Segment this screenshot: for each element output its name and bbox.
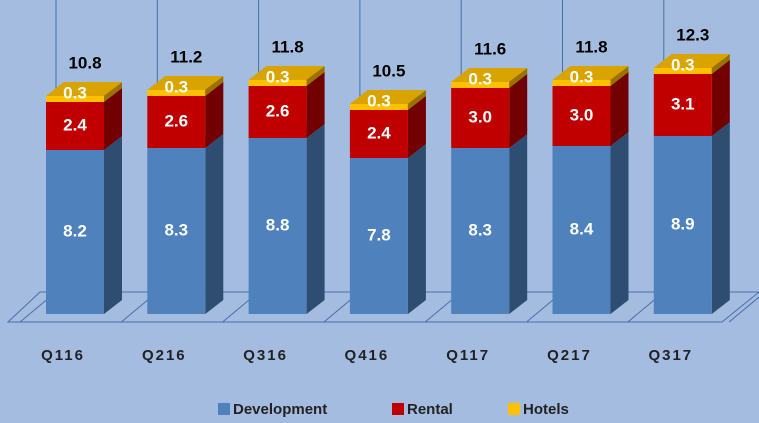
floor-plane [6, 291, 759, 323]
bar-side [104, 136, 122, 314]
bar-side [104, 82, 122, 102]
bar [147, 96, 206, 148]
data-label: 8.3 [164, 220, 188, 239]
bar-side [509, 68, 528, 88]
total-label: 11.6 [474, 39, 506, 58]
bar-top [653, 54, 730, 68]
bar [349, 110, 408, 158]
bar-side [407, 144, 426, 314]
bar [248, 86, 307, 138]
bar [46, 102, 104, 150]
bar-top [248, 66, 325, 80]
bar-side [711, 122, 730, 314]
bar-side [509, 74, 528, 148]
bar-side [407, 96, 426, 158]
data-label: 8.9 [671, 214, 695, 233]
data-label: 2.4 [63, 115, 87, 134]
bar [147, 90, 206, 96]
bar-side [610, 132, 629, 314]
bar-top [147, 76, 224, 90]
bar-side [205, 82, 224, 148]
bar [552, 146, 611, 314]
bar [349, 158, 408, 314]
bar [349, 104, 408, 110]
bar-top [46, 82, 122, 96]
legend-swatch [392, 403, 404, 415]
data-label: 0.3 [570, 67, 594, 86]
bar [46, 150, 104, 314]
bar-side [104, 88, 122, 150]
bar-side [610, 72, 629, 146]
bar-side [711, 60, 730, 136]
data-label: 8.2 [63, 221, 87, 240]
legend-swatch [508, 403, 520, 415]
data-label: 2.6 [266, 101, 290, 120]
bar-top [451, 68, 528, 82]
x-tick-label: Q217 [547, 347, 592, 364]
bar [552, 80, 611, 86]
bar-top [349, 90, 426, 104]
bar [248, 80, 307, 86]
data-label: 0.3 [367, 91, 391, 110]
total-label: 11.2 [170, 47, 202, 66]
data-label: 0.3 [63, 83, 87, 102]
data-label: 0.3 [266, 67, 290, 86]
bar [653, 136, 712, 314]
data-label: 2.4 [367, 123, 391, 142]
bar-side [407, 90, 426, 110]
data-label: 2.6 [164, 111, 188, 130]
bar-side [306, 72, 325, 138]
data-label: 3.0 [570, 105, 594, 124]
bar [451, 148, 510, 314]
bar [451, 82, 510, 88]
x-tick-label: Q317 [648, 347, 693, 364]
bar-side [205, 134, 224, 314]
bar [552, 86, 611, 146]
floor-line [728, 296, 759, 323]
total-label: 12.3 [676, 25, 709, 44]
bar [46, 96, 104, 102]
legend-label: Development [233, 401, 327, 418]
data-label: 7.8 [367, 225, 391, 244]
bar-side [205, 76, 224, 96]
x-tick-label: Q416 [345, 347, 390, 364]
bar-side [306, 124, 325, 314]
bar-side [610, 66, 629, 86]
bar-side [509, 134, 528, 314]
total-label: 11.8 [272, 37, 304, 56]
legend-swatch [218, 403, 230, 415]
data-label: 0.3 [671, 55, 695, 74]
bar [653, 68, 712, 74]
total-label: 11.8 [575, 37, 607, 56]
data-label: 0.3 [468, 69, 492, 88]
bar [248, 138, 307, 314]
bar [451, 88, 510, 148]
x-tick-label: Q116 [41, 347, 85, 364]
legend-label: Rental [407, 401, 453, 418]
data-label: 8.3 [468, 220, 492, 239]
bar [147, 148, 206, 314]
x-tick-label: Q117 [446, 347, 490, 364]
bar-side [306, 66, 325, 86]
legend-label: Hotels [523, 401, 569, 418]
total-label: 10.8 [68, 53, 101, 72]
data-label: 3.1 [671, 94, 695, 113]
bar-side [711, 54, 730, 74]
total-label: 10.5 [372, 61, 405, 80]
data-label: 8.4 [570, 219, 594, 238]
data-label: 8.8 [266, 215, 290, 234]
x-tick-label: Q316 [243, 347, 288, 364]
data-label: 3.0 [468, 107, 492, 126]
x-tick-label: Q216 [142, 347, 187, 364]
data-label: 0.3 [164, 77, 188, 96]
bar [653, 74, 712, 136]
bar-top [552, 66, 629, 80]
